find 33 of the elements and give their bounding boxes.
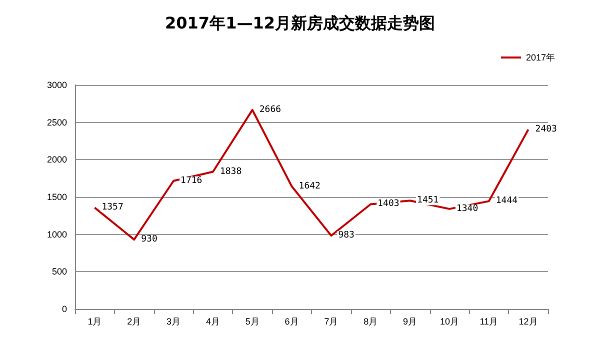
x-tick-label: 8月 <box>364 316 378 326</box>
x-tick-label: 10月 <box>440 316 459 326</box>
x-tick-label: 1月 <box>88 316 102 326</box>
legend-label: 2017年 <box>526 52 556 62</box>
x-tick-label: 9月 <box>403 316 418 326</box>
y-tick-label: 1500 <box>46 192 67 202</box>
y-tick-label: 2500 <box>46 117 67 128</box>
y-tick-label: 1000 <box>46 229 67 240</box>
data-label: 2403 <box>535 124 557 135</box>
y-tick-label: 500 <box>52 266 67 277</box>
x-tick-label: 12月 <box>518 316 538 326</box>
y-tick-label: 2000 <box>46 154 67 165</box>
data-label: 1357 <box>102 202 124 213</box>
x-tick-label: 3月 <box>166 316 181 326</box>
data-label: 1838 <box>220 166 242 177</box>
data-label: 1444 <box>496 196 518 206</box>
y-tick-label: 3000 <box>46 80 67 90</box>
data-label: 983 <box>338 230 354 241</box>
data-label: 1403 <box>378 199 400 210</box>
chart-title: 2017年1—12月新房成交数据走势图 <box>165 14 435 32</box>
data-label: 930 <box>141 234 158 245</box>
x-tick-label: 6月 <box>284 316 299 326</box>
x-tick-label: 5月 <box>245 316 260 326</box>
x-tick-label: 7月 <box>324 316 338 326</box>
data-label: 2666 <box>259 104 282 115</box>
data-label: 1451 <box>417 196 439 206</box>
x-tick-label: 2月 <box>127 316 142 326</box>
data-label: 1642 <box>298 181 320 192</box>
data-label: 1716 <box>180 176 202 186</box>
data-label: 1340 <box>456 204 478 214</box>
x-tick-label: 11月 <box>480 316 498 326</box>
x-tick-label: 4月 <box>206 316 220 326</box>
y-tick-label: 0 <box>62 304 67 314</box>
